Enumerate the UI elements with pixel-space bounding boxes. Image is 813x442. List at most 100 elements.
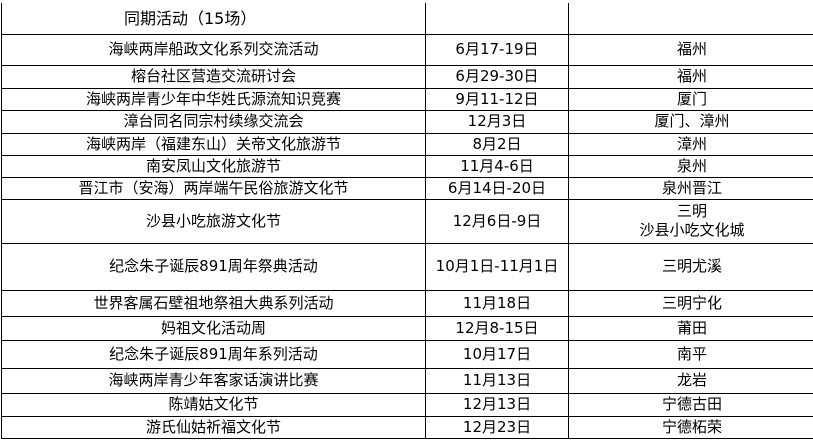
activity-date: 12月23日 (425, 415, 569, 439)
activity-date: 11月4-6日 (425, 154, 569, 178)
table-row: 纪念朱子诞辰891周年系列活动 10月17日 南平 (1, 339, 813, 369)
activity-place-text: 厦门 (676, 89, 707, 108)
table-row: 妈祖文化活动周 12月8-15日 莆田 (1, 315, 813, 341)
activity-place: 宁德古田 (568, 392, 813, 417)
activity-name: 妈祖文化活动周 (1, 315, 426, 341)
activity-date-text: 8月2日 (472, 134, 522, 153)
activity-place: 泉州晋江 (568, 176, 813, 200)
activity-place: 福州 (568, 33, 813, 66)
activity-name: 海峡两岸青少年中华姓氏源流知识竞赛 (1, 87, 426, 111)
activity-place: 厦门、漳州 (568, 109, 813, 134)
activity-date-text: 10月17日 (462, 344, 532, 363)
activity-name: 海峡两岸（福建东山）关帝文化旅游节 (1, 132, 426, 156)
activity-name-text: 海峡两岸青少年中华姓氏源流知识竞赛 (85, 89, 341, 108)
empty-cell (568, 3, 813, 35)
activity-name-text: 沙县小吃旅游文化节 (145, 211, 281, 230)
activity-place: 三明宁化 (568, 289, 813, 317)
activity-place-text: 厦门、漳州 (654, 112, 730, 130)
activity-date-text: 11月13日 (462, 371, 532, 389)
activity-name-text: 南安凤山文化旅游节 (145, 156, 281, 175)
activity-name: 海峡两岸青少年客家话演讲比赛 (1, 367, 426, 394)
activity-name: 陈靖姑文化节 (1, 392, 426, 417)
activity-date: 6月17-19日 (425, 33, 569, 66)
activity-name: 榕台社区营造交流研讨会 (1, 64, 426, 89)
activity-date: 10月1日-11月1日 (425, 242, 569, 291)
activity-name-text: 海峡两岸船政文化系列交流活动 (108, 40, 319, 58)
activity-name: 晋江市（安海）两岸端午民俗旅游文化节 (1, 176, 426, 200)
activity-date: 12月13日 (425, 392, 569, 417)
activity-place: 龙岩 (568, 367, 813, 394)
activity-date-text: 12月6日-9日 (452, 211, 542, 230)
activity-name-text: 游氏仙姑祈福文化节 (145, 417, 281, 436)
activity-place: 漳州 (568, 132, 813, 156)
activity-place: 福州 (568, 64, 813, 89)
activity-name-text: 纪念朱子诞辰891周年祭典活动 (109, 257, 318, 275)
activity-name: 纪念朱子诞辰891周年系列活动 (1, 339, 426, 369)
activity-place-text: 龙岩 (676, 371, 707, 389)
activity-name: 南安凤山文化旅游节 (1, 154, 426, 178)
activity-date-text: 12月13日 (462, 395, 532, 413)
activity-name: 纪念朱子诞辰891周年祭典活动 (1, 242, 426, 291)
activity-name-text: 榕台社区营造交流研讨会 (130, 67, 296, 85)
activity-place-text: 福州 (676, 40, 707, 58)
activity-place-text: 泉州晋江 (661, 178, 722, 197)
activity-date-text: 6月14日-20日 (447, 178, 547, 197)
table-row: 陈靖姑文化节 12月13日 宁德古田 (1, 392, 813, 417)
activity-date: 11月13日 (425, 367, 569, 394)
activity-date-text: 12月23日 (462, 417, 532, 436)
activity-name-text: 世界客属石壁祖地祭祖大典系列活动 (93, 293, 334, 312)
activity-date-text: 12月8-15日 (455, 318, 539, 337)
activity-date: 8月2日 (425, 132, 569, 156)
table-row: 海峡两岸（福建东山）关帝文化旅游节 8月2日 漳州 (1, 132, 813, 156)
activity-name-text: 漳台同名同宗村续缘交流会 (123, 112, 304, 130)
activity-name: 漳台同名同宗村续缘交流会 (1, 109, 426, 134)
activity-name-text: 陈靖姑文化节 (168, 395, 259, 413)
activities-table: 同期活动（15场） 海峡两岸船政文化系列交流活动 6月17-19日 福州 榕台社区营造… (1, 3, 813, 439)
activity-date-text: 6月29-30日 (455, 67, 539, 85)
activity-date-text: 6月17-19日 (455, 40, 539, 58)
activity-name: 世界客属石壁祖地祭祖大典系列活动 (1, 289, 426, 317)
activity-date: 12月3日 (425, 109, 569, 134)
activity-place: 莆田 (568, 315, 813, 341)
activity-date-text: 11月18日 (462, 293, 532, 312)
table-row: 海峡两岸青少年客家话演讲比赛 11月13日 龙岩 (1, 367, 813, 394)
activity-name: 沙县小吃旅游文化节 (1, 198, 426, 244)
table-row: 晋江市（安海）两岸端午民俗旅游文化节 6月14日-20日 泉州晋江 (1, 176, 813, 200)
activity-place-text: 三明 (676, 202, 707, 220)
activity-name-text: 纪念朱子诞辰891周年系列活动 (109, 344, 318, 363)
table-row: 漳台同名同宗村续缘交流会 12月3日 厦门、漳州 (1, 109, 813, 134)
table-row: 南安凤山文化旅游节 11月4-6日 泉州 (1, 154, 813, 178)
activity-place-text: 宁德柘荣 (661, 417, 722, 436)
table-row: 世界客属石壁祖地祭祖大典系列活动 11月18日 三明宁化 (1, 289, 813, 317)
activity-name-text: 海峡两岸（福建东山）关帝文化旅游节 (85, 134, 341, 153)
table-row: 海峡两岸青少年中华姓氏源流知识竞赛 9月11-12日 厦门 (1, 87, 813, 111)
activity-date: 9月11-12日 (425, 87, 569, 111)
activity-place-text: 漳州 (676, 134, 707, 153)
activity-name-text: 晋江市（安海）两岸端午民俗旅游文化节 (78, 178, 349, 197)
activity-date-text: 11月4-6日 (460, 156, 534, 175)
activity-date: 10月17日 (425, 339, 569, 369)
activity-date-text: 12月3日 (467, 112, 527, 130)
activity-place: 三明 沙县小吃文化城 (568, 198, 813, 244)
activity-date: 11月18日 (425, 289, 569, 317)
activity-place-text: 福州 (676, 67, 707, 85)
activity-place-text: 南平 (676, 344, 707, 363)
section-title: 同期活动（15场） (1, 3, 426, 35)
activity-place-text: 泉州 (676, 156, 707, 175)
activity-place-text: 三明宁化 (661, 293, 722, 312)
activity-name: 游氏仙姑祈福文化节 (1, 415, 426, 439)
activity-place-text: 三明尤溪 (661, 257, 722, 275)
activity-place-text: 宁德古田 (661, 395, 722, 413)
activity-name-text: 海峡两岸青少年客家话演讲比赛 (108, 371, 319, 389)
activity-place: 泉州 (568, 154, 813, 178)
activity-date-text: 10月1日-11月1日 (435, 257, 559, 275)
table-row: 沙县小吃旅游文化节 12月6日-9日 三明 沙县小吃文化城 (1, 198, 813, 244)
empty-cell (425, 3, 569, 35)
section-header-row: 同期活动（15场） (1, 3, 813, 35)
table-row: 海峡两岸船政文化系列交流活动 6月17-19日 福州 (1, 33, 813, 66)
activity-place-text: 沙县小吃文化城 (639, 221, 745, 239)
activity-date-text: 9月11-12日 (455, 89, 539, 108)
activity-place: 宁德柘荣 (568, 415, 813, 439)
activity-date: 12月6日-9日 (425, 198, 569, 244)
table-row: 榕台社区营造交流研讨会 6月29-30日 福州 (1, 64, 813, 89)
